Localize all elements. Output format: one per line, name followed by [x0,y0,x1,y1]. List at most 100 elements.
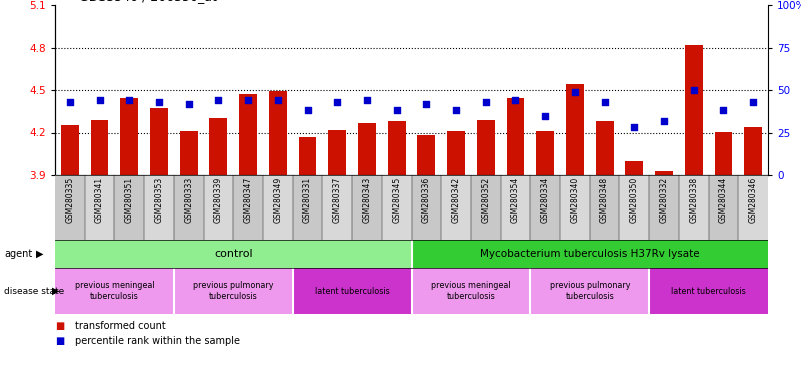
Bar [596,121,614,175]
Text: GSM280354: GSM280354 [511,177,520,223]
Text: GSM280331: GSM280331 [303,177,312,223]
Bar [263,175,292,240]
Point [449,108,462,114]
Bar [61,126,78,175]
Text: GSM280349: GSM280349 [273,177,282,223]
Text: latent tuberculosis: latent tuberculosis [315,286,389,296]
Bar [477,120,495,175]
Point [242,97,255,103]
Point [212,97,225,103]
Bar [179,131,198,175]
Text: agent: agent [4,249,32,259]
Bar [150,108,168,175]
Bar [269,91,287,175]
Bar [412,268,530,314]
Bar [233,175,263,240]
Point [717,108,730,114]
Text: control: control [214,249,252,259]
Text: ■: ■ [55,321,64,331]
Text: latent tuberculosis: latent tuberculosis [671,286,746,296]
Bar [412,240,768,268]
Bar [91,120,108,175]
Point [687,87,700,93]
Bar [239,94,257,175]
Point [331,99,344,105]
Text: GSM280337: GSM280337 [332,177,342,223]
Point [301,108,314,114]
Bar [352,175,382,240]
Bar [471,175,501,240]
Text: GSM280338: GSM280338 [689,177,698,223]
Text: GSM280352: GSM280352 [481,177,490,223]
Bar [566,84,584,175]
Bar [55,240,412,268]
Bar [537,131,554,175]
Bar [506,99,525,175]
Bar [619,175,649,240]
Text: GSM280334: GSM280334 [541,177,549,223]
Text: GSM280344: GSM280344 [719,177,728,223]
Text: Mycobacterium tuberculosis H37Rv lysate: Mycobacterium tuberculosis H37Rv lysate [480,249,699,259]
Text: GSM280343: GSM280343 [362,177,372,223]
Bar [417,135,435,175]
Bar [85,175,115,240]
Bar [115,175,144,240]
Bar [685,45,702,175]
Bar [55,175,85,240]
Bar [655,171,673,175]
Text: ▶: ▶ [52,286,59,296]
Text: GSM280340: GSM280340 [570,177,579,223]
Point [123,97,135,103]
Bar [328,130,346,175]
Text: GSM280348: GSM280348 [600,177,609,223]
Bar [447,131,465,175]
Bar [441,175,471,240]
Text: transformed count: transformed count [75,321,166,331]
Text: previous meningeal
tuberculosis: previous meningeal tuberculosis [74,281,155,301]
Bar [203,175,233,240]
Point [509,97,522,103]
Point [420,101,433,107]
Text: GSM280353: GSM280353 [155,177,163,223]
Bar [649,268,768,314]
Bar [560,175,590,240]
Point [569,89,582,95]
Text: GSM280342: GSM280342 [452,177,461,223]
Bar [744,127,762,175]
Text: GSM280335: GSM280335 [66,177,74,223]
Point [390,108,403,114]
Point [747,99,759,105]
Bar [382,175,412,240]
Text: disease state: disease state [4,286,64,296]
Bar [358,122,376,175]
Point [658,118,670,124]
Text: GSM280345: GSM280345 [392,177,401,223]
Text: previous pulmonary
tuberculosis: previous pulmonary tuberculosis [193,281,273,301]
Point [539,113,552,119]
Bar [412,175,441,240]
Text: percentile rank within the sample: percentile rank within the sample [75,336,240,346]
Bar [292,175,322,240]
Bar [174,268,292,314]
Bar [590,175,619,240]
Point [360,97,373,103]
Bar [530,175,560,240]
Bar [292,268,412,314]
Point [598,99,611,105]
Text: ■: ■ [55,336,64,346]
Bar [714,132,732,175]
Bar [649,175,679,240]
Bar [530,268,649,314]
Point [63,99,76,105]
Bar [120,99,139,175]
Bar [210,118,227,175]
Bar [739,175,768,240]
Bar [144,175,174,240]
Bar [388,121,405,175]
Bar [174,175,203,240]
Point [272,97,284,103]
Text: previous pulmonary
tuberculosis: previous pulmonary tuberculosis [549,281,630,301]
Bar [299,137,316,175]
Text: GSM280332: GSM280332 [659,177,669,223]
Point [152,99,165,105]
